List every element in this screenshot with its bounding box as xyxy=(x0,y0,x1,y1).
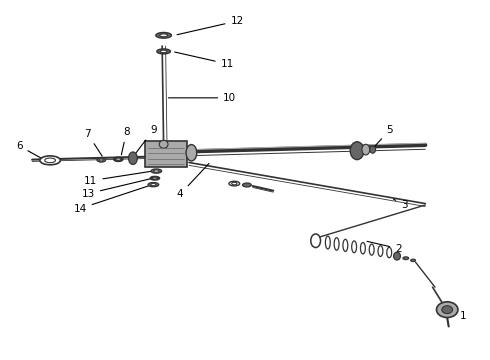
Ellipse shape xyxy=(343,239,348,251)
Text: 7: 7 xyxy=(84,129,102,156)
Ellipse shape xyxy=(148,183,159,187)
Ellipse shape xyxy=(361,243,366,254)
Text: 10: 10 xyxy=(169,93,236,103)
Ellipse shape xyxy=(40,156,60,165)
Text: 4: 4 xyxy=(177,163,209,199)
Ellipse shape xyxy=(362,144,370,155)
Ellipse shape xyxy=(150,176,160,180)
Ellipse shape xyxy=(411,259,416,262)
Ellipse shape xyxy=(152,177,157,179)
Ellipse shape xyxy=(151,184,156,186)
Text: 13: 13 xyxy=(82,178,153,199)
Text: 2: 2 xyxy=(367,241,402,253)
Ellipse shape xyxy=(156,32,171,38)
Text: 1: 1 xyxy=(449,310,466,321)
Text: 8: 8 xyxy=(122,127,130,155)
Circle shape xyxy=(442,306,453,314)
Ellipse shape xyxy=(378,246,383,256)
Text: 11: 11 xyxy=(84,171,154,186)
Ellipse shape xyxy=(334,238,339,250)
FancyBboxPatch shape xyxy=(145,141,187,167)
Ellipse shape xyxy=(157,49,171,54)
Ellipse shape xyxy=(311,234,320,248)
Ellipse shape xyxy=(151,169,162,173)
Ellipse shape xyxy=(160,50,167,53)
Text: 11: 11 xyxy=(174,52,234,69)
Ellipse shape xyxy=(229,181,240,186)
Ellipse shape xyxy=(128,152,137,165)
Text: 14: 14 xyxy=(74,185,152,213)
Ellipse shape xyxy=(45,158,55,163)
Ellipse shape xyxy=(186,145,197,161)
Ellipse shape xyxy=(325,236,330,249)
Ellipse shape xyxy=(114,157,123,162)
Ellipse shape xyxy=(116,158,121,161)
Ellipse shape xyxy=(370,146,375,153)
Ellipse shape xyxy=(232,182,237,185)
Text: 9: 9 xyxy=(136,125,157,153)
Ellipse shape xyxy=(387,247,392,258)
Text: 3: 3 xyxy=(393,199,408,210)
Ellipse shape xyxy=(243,183,251,187)
Ellipse shape xyxy=(393,252,400,260)
Ellipse shape xyxy=(159,140,168,148)
Ellipse shape xyxy=(369,244,374,255)
Ellipse shape xyxy=(352,241,357,253)
Ellipse shape xyxy=(99,159,103,161)
Text: 5: 5 xyxy=(374,125,393,147)
Ellipse shape xyxy=(97,158,106,162)
Ellipse shape xyxy=(403,257,409,260)
Ellipse shape xyxy=(160,34,168,37)
Text: 12: 12 xyxy=(177,16,244,35)
Text: 6: 6 xyxy=(16,141,43,159)
Ellipse shape xyxy=(350,142,364,159)
Circle shape xyxy=(437,302,458,318)
Ellipse shape xyxy=(154,170,159,172)
